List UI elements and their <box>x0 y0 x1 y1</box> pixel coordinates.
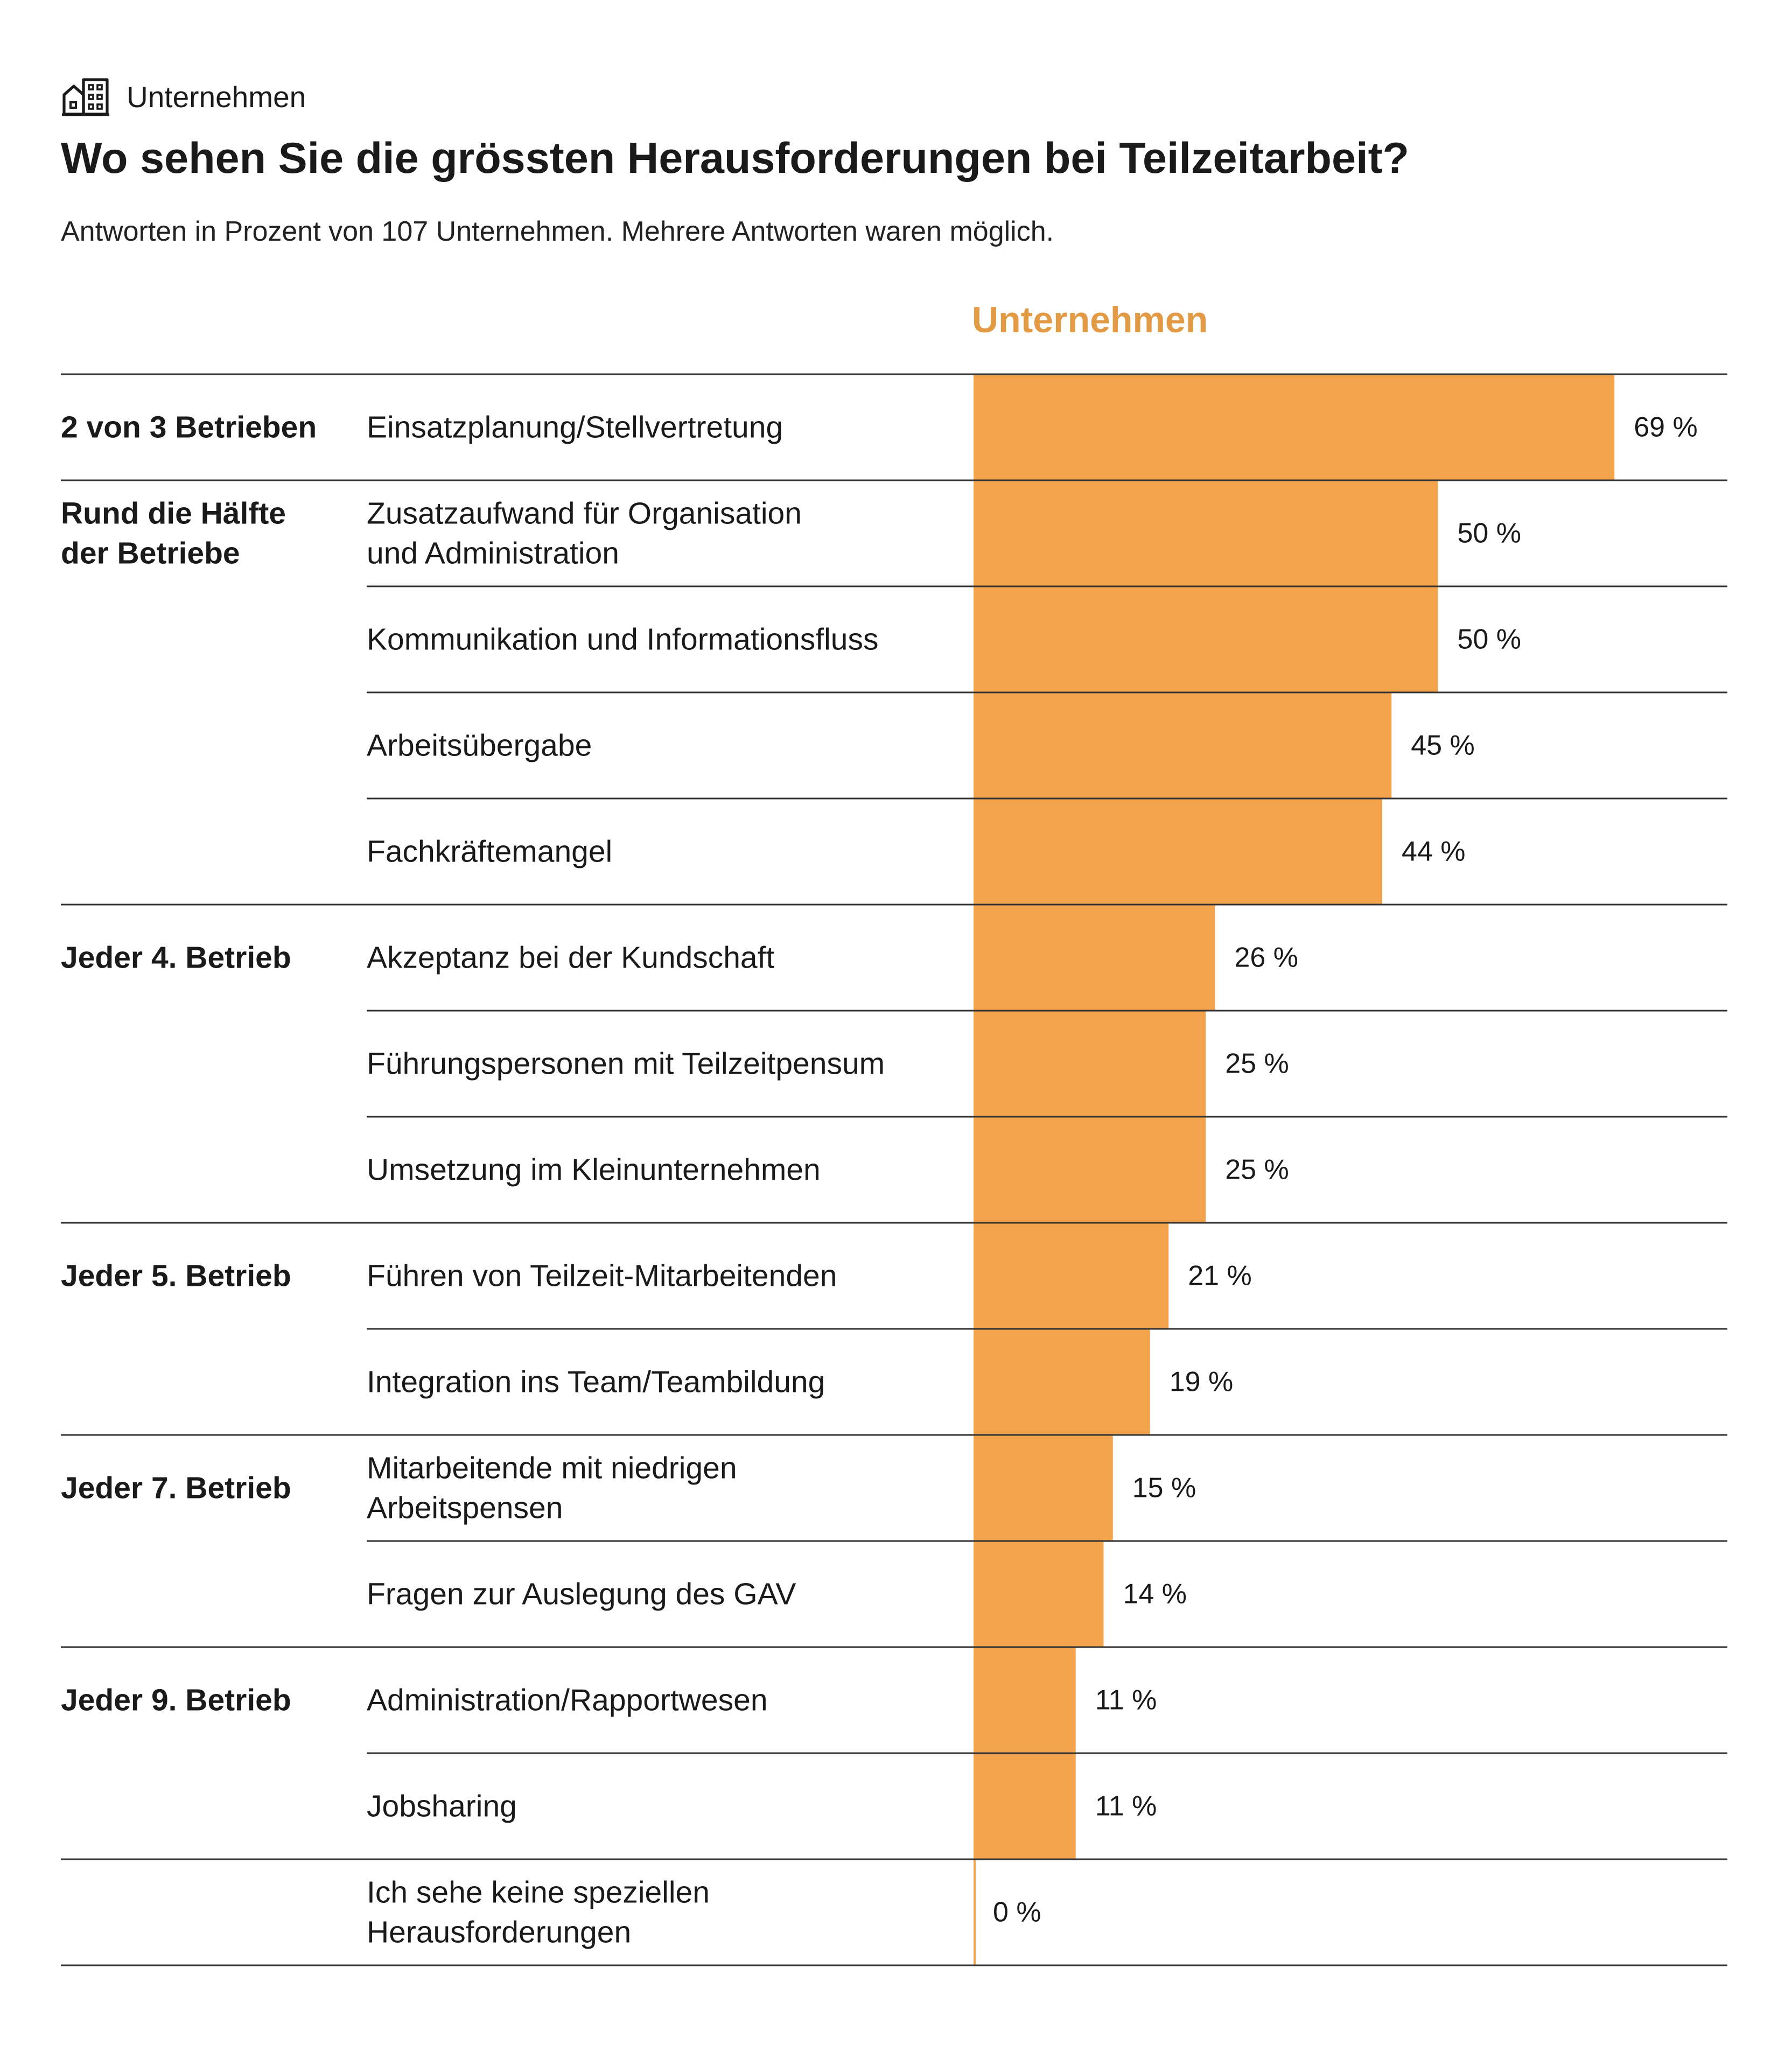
value-label: 25 % <box>1225 1048 1289 1080</box>
chart-title: Wo sehen Sie die grössten Herausforderun… <box>61 134 1410 183</box>
value-label: 14 % <box>1123 1579 1187 1610</box>
value-label: 25 % <box>1225 1154 1289 1186</box>
category-label: Fragen zur Auslegung des GAV <box>367 1577 796 1612</box>
category-label: Akzeptanz bei der Kundschaft <box>367 941 774 975</box>
category-label: Kommunikation und Informationsfluss <box>367 622 878 657</box>
bar <box>974 692 1392 799</box>
value-label: 15 % <box>1132 1473 1196 1504</box>
value-label: 50 % <box>1458 518 1522 549</box>
bar <box>974 1117 1206 1223</box>
group-label: Jeder 5. Betrieb <box>61 1259 291 1293</box>
bar <box>974 586 1438 692</box>
value-label: 11 % <box>1095 1685 1157 1716</box>
bar <box>974 1011 1206 1117</box>
value-label: 21 % <box>1188 1260 1252 1292</box>
bar <box>974 1223 1169 1329</box>
category-label: Führungspersonen mit Teilzeitpensum <box>367 1047 885 1081</box>
bar <box>974 1753 1076 1859</box>
series-header: Unternehmen <box>972 299 1208 340</box>
kicker-label: Unternehmen <box>127 80 306 114</box>
category-label: Umsetzung im Kleinunternehmen <box>367 1153 821 1187</box>
category-label: Einsatzplanung/Stellvertretung <box>367 410 783 445</box>
chart-subtitle: Antworten in Prozent von 107 Unternehmen… <box>61 216 1054 247</box>
bar <box>974 799 1382 905</box>
bar <box>974 1541 1104 1647</box>
bar <box>974 480 1438 586</box>
value-label: 44 % <box>1402 836 1466 867</box>
category-label: Ich sehe keine speziellen <box>367 1875 710 1910</box>
value-label: 45 % <box>1411 730 1475 761</box>
bar <box>974 905 1215 1011</box>
group-label: Jeder 9. Betrieb <box>61 1683 291 1718</box>
category-label: und Administration <box>367 536 619 571</box>
bar <box>974 1647 1076 1753</box>
category-label: Fachkräftemangel <box>367 835 612 869</box>
value-label: 11 % <box>1095 1791 1157 1822</box>
bar <box>974 1435 1113 1541</box>
category-label: Integration ins Team/Teambildung <box>367 1365 825 1399</box>
category-label: Führen von Teilzeit-Mitarbeitenden <box>367 1259 837 1293</box>
category-label: Administration/Rapportwesen <box>367 1683 768 1718</box>
category-label: Arbeitsübergabe <box>367 729 592 763</box>
bar <box>974 1859 976 1965</box>
group-label: 2 von 3 Betrieben <box>61 410 317 445</box>
value-label: 19 % <box>1170 1367 1234 1398</box>
building-icon <box>62 78 109 116</box>
group-label: der Betriebe <box>61 536 240 571</box>
value-label: 50 % <box>1458 624 1522 655</box>
category-label: Jobsharing <box>367 1789 517 1824</box>
category-label: Arbeitspensen <box>367 1491 563 1525</box>
category-label: Mitarbeitende mit niedrigen <box>367 1451 737 1486</box>
bar <box>974 374 1615 480</box>
group-label: Rund die Hälfte <box>61 496 286 531</box>
category-label: Herausforderungen <box>367 1915 631 1950</box>
value-label: 69 % <box>1634 412 1698 443</box>
group-label: Jeder 4. Betrieb <box>61 941 291 975</box>
category-label: Zusatzaufwand für Organisation <box>367 496 802 531</box>
value-label: 0 % <box>993 1897 1041 1928</box>
kicker: Unternehmen <box>61 70 306 124</box>
value-label: 26 % <box>1235 942 1299 974</box>
bar <box>974 1329 1150 1435</box>
group-label: Jeder 7. Betrieb <box>61 1471 291 1505</box>
